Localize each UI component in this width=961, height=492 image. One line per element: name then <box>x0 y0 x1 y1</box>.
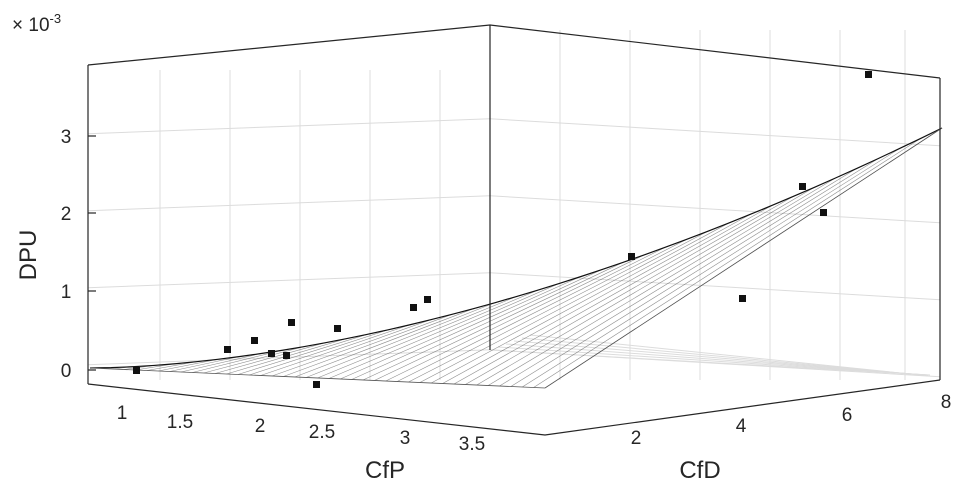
z-axis-label: DPU <box>15 230 42 281</box>
y-axis-label: CfD <box>679 457 720 484</box>
y-tick-label: 4 <box>736 416 747 437</box>
data-point <box>283 352 290 359</box>
z-tick-label: 1 <box>61 282 72 303</box>
data-points <box>133 71 872 388</box>
data-point <box>410 304 417 311</box>
grid-lines <box>87 30 941 380</box>
data-point <box>268 350 275 357</box>
data-point <box>739 295 746 302</box>
x-axis-label: CfP <box>365 457 405 484</box>
data-point <box>799 183 806 190</box>
x-tick-label: 3.5 <box>459 434 485 455</box>
tick-labels: 0 1 2 3 1 1.5 2 2.5 3 3.5 2 4 6 8 <box>61 127 952 455</box>
fitted-surface <box>89 127 943 389</box>
data-point <box>628 253 635 260</box>
data-point <box>224 346 231 353</box>
data-point <box>251 337 258 344</box>
x-tick-label: 1.5 <box>167 412 193 433</box>
data-point <box>334 325 341 332</box>
z-tick-label: 0 <box>61 361 72 382</box>
x-tick-label: 2.5 <box>309 422 335 443</box>
y-tick-label: 8 <box>941 392 952 413</box>
data-point <box>424 296 431 303</box>
x-tick-label: 1 <box>117 403 128 424</box>
axes-box <box>87 24 941 436</box>
z-tick-label: 3 <box>61 127 72 148</box>
z-tick-label: 2 <box>61 204 72 225</box>
z-multiplier: × 10-3 <box>12 11 61 36</box>
data-point <box>133 367 140 374</box>
data-point <box>288 319 295 326</box>
x-tick-label: 2 <box>255 416 266 437</box>
data-point <box>820 209 827 216</box>
y-tick-label: 2 <box>631 428 642 449</box>
y-tick-label: 6 <box>842 405 853 426</box>
x-tick-label: 3 <box>400 428 411 449</box>
data-point <box>865 71 872 78</box>
data-point <box>313 381 320 388</box>
